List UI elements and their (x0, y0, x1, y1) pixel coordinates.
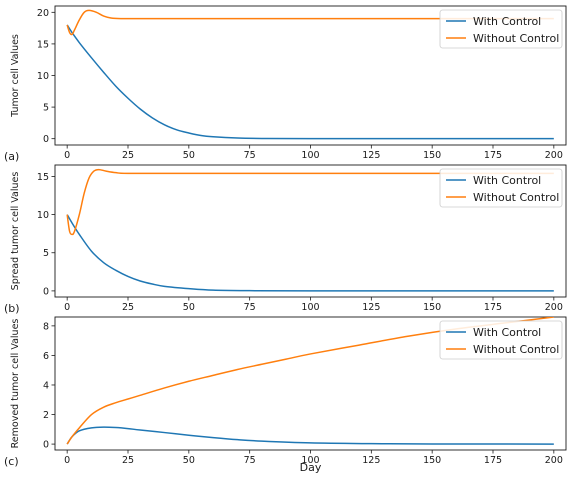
series-line-with-control (66, 24, 554, 140)
x-tick-label: 75 (244, 150, 256, 161)
x-tick-label: 175 (484, 150, 502, 161)
panel-label: (c) (4, 455, 19, 468)
legend: With Control Without Control (439, 320, 563, 360)
x-tick-label: 0 (64, 150, 70, 161)
legend-label-without-control: Without Control (473, 32, 559, 45)
y-axis-label: Removed tumor cell Values (10, 319, 21, 449)
series-line-with-control (66, 214, 554, 292)
chart-panel-3: 0 25 50 75 100 125 150 175 200 0 2 4 6 8 Removed tumor… (4, 316, 567, 468)
y-tick-label: 0 (43, 440, 49, 451)
x-tick-label: 100 (301, 302, 319, 313)
y-tick-label: 4 (43, 380, 49, 391)
legend-label-with-control: With Control (473, 326, 541, 339)
x-tick-label: 25 (122, 455, 134, 466)
legend: With Control Without Control (439, 168, 563, 208)
y-tick-label: 15 (37, 172, 49, 183)
legend-label-with-control: With Control (473, 174, 541, 187)
series-line-without-control (66, 317, 554, 445)
chart-panel-1: 0 25 50 75 100 125 150 175 200 0 5 10 15 20 Tumor cell… (4, 5, 567, 163)
x-tick-label: 200 (545, 302, 563, 313)
y-tick-label: 2 (43, 410, 49, 421)
x-tick-label: 50 (183, 455, 195, 466)
y-tick-label: 5 (43, 103, 49, 114)
y-tick-label: 8 (43, 321, 49, 332)
legend-label-with-control: With Control (473, 15, 541, 28)
x-tick-label: 150 (423, 150, 441, 161)
x-tick-label: 25 (122, 302, 134, 313)
x-tick-label: 0 (64, 455, 70, 466)
legend-box (439, 320, 563, 360)
series-line-without-control (66, 9, 554, 36)
y-axis-label: Spread tumor cell Values (10, 172, 21, 291)
x-tick-label: 75 (244, 455, 256, 466)
series-line-without-control (66, 168, 554, 236)
x-tick-label: 125 (362, 150, 380, 161)
x-tick-label: 200 (545, 455, 563, 466)
y-tick-label: 15 (37, 39, 49, 50)
x-tick-label: 50 (183, 150, 195, 161)
y-tick-label: 5 (43, 248, 49, 259)
y-tick-label: 6 (43, 351, 49, 362)
y-tick-label: 0 (43, 286, 49, 297)
x-tick-label: 0 (64, 302, 70, 313)
x-tick-label: 125 (362, 455, 380, 466)
x-tick-label: 150 (423, 455, 441, 466)
x-tick-label: 25 (122, 150, 134, 161)
x-tick-label: 50 (183, 302, 195, 313)
y-tick-label: 20 (37, 8, 49, 19)
x-tick-label: 100 (301, 455, 319, 466)
legend: With Control Without Control (439, 9, 563, 49)
legend-box (439, 9, 563, 49)
legend-box (439, 168, 563, 208)
chart-panel-2: 0 25 50 75 100 125 150 175 200 0 5 10 15 Spread tumor… (4, 164, 567, 315)
legend-label-without-control: Without Control (473, 343, 559, 356)
y-tick-label: 10 (37, 210, 49, 221)
panel-label: (a) (4, 150, 19, 163)
x-tick-label: 175 (484, 302, 502, 313)
x-tick-label: 175 (484, 455, 502, 466)
y-axis-label: Tumor cell Values (10, 34, 21, 118)
x-tick-label: 100 (301, 150, 319, 161)
panel-label: (b) (4, 302, 20, 315)
x-axis-label: Day (300, 461, 322, 474)
x-tick-label: 200 (545, 150, 563, 161)
y-tick-label: 10 (37, 71, 49, 82)
x-tick-label: 125 (362, 302, 380, 313)
legend-label-without-control: Without Control (473, 191, 559, 204)
x-tick-label: 75 (244, 302, 256, 313)
series-line-with-control (66, 426, 554, 445)
x-tick-label: 150 (423, 302, 441, 313)
y-tick-label: 0 (43, 134, 49, 145)
